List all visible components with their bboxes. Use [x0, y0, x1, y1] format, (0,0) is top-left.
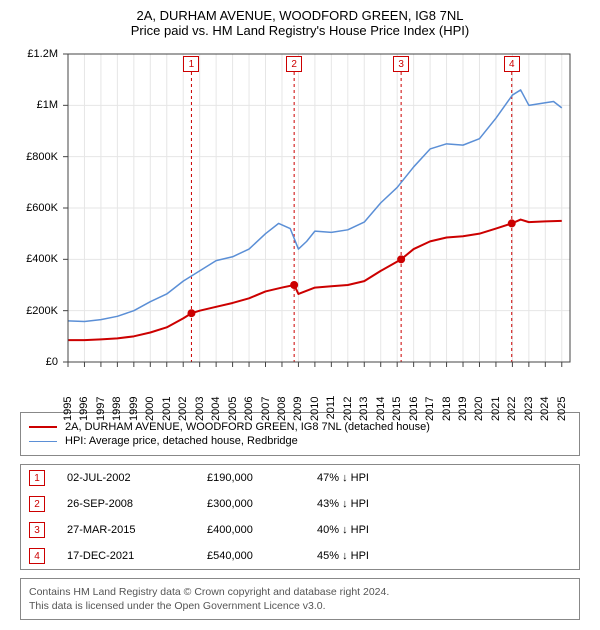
row-price: £400,000: [207, 524, 317, 536]
y-tick-label: £600K: [26, 202, 62, 214]
page: 2A, DURHAM AVENUE, WOODFORD GREEN, IG8 7…: [0, 0, 600, 620]
row-marker: 1: [29, 470, 45, 486]
y-tick-label: £200K: [26, 305, 62, 317]
x-tick-label: 2005: [227, 396, 239, 424]
chart-title: 2A, DURHAM AVENUE, WOODFORD GREEN, IG8 7…: [0, 0, 600, 23]
legend-label: HPI: Average price, detached house, Redb…: [65, 435, 298, 447]
row-marker: 2: [29, 496, 45, 512]
x-tick-label: 1998: [111, 396, 123, 424]
row-pct: 43% ↓ HPI: [317, 498, 437, 510]
x-tick-label: 2024: [539, 396, 551, 424]
x-tick-label: 2011: [325, 396, 337, 424]
x-tick-label: 2023: [523, 396, 535, 424]
x-tick-label: 2002: [177, 396, 189, 424]
x-tick-label: 2013: [358, 396, 370, 424]
x-tick-label: 2009: [292, 396, 304, 424]
x-tick-label: 2004: [210, 396, 222, 424]
row-pct: 45% ↓ HPI: [317, 550, 437, 562]
x-tick-label: 2003: [194, 396, 206, 424]
x-tick-label: 2015: [391, 396, 403, 424]
row-price: £300,000: [207, 498, 317, 510]
x-tick-label: 2018: [441, 396, 453, 424]
x-tick-label: 1996: [78, 396, 90, 424]
table-row: 1 02-JUL-2002£190,00047% ↓ HPI: [21, 465, 579, 491]
y-tick-label: £400K: [26, 253, 62, 265]
x-tick-label: 2017: [424, 396, 436, 424]
row-price: £190,000: [207, 472, 317, 484]
chart-subtitle: Price paid vs. HM Land Registry's House …: [0, 23, 600, 44]
x-tick-label: 1997: [95, 396, 107, 424]
table-row: 3 27-MAR-2015£400,00040% ↓ HPI: [21, 517, 579, 543]
table-row: 2 26-SEP-2008£300,00043% ↓ HPI: [21, 491, 579, 517]
footer-line-2: This data is licensed under the Open Gov…: [29, 599, 571, 613]
footer-attribution: Contains HM Land Registry data © Crown c…: [20, 578, 580, 620]
x-tick-label: 2006: [243, 396, 255, 424]
line-chart-svg: [20, 44, 580, 404]
chart-area: £0£200K£400K£600K£800K£1M£1.2M 199519961…: [20, 44, 580, 404]
legend-swatch: [29, 441, 57, 442]
x-tick-label: 2000: [144, 396, 156, 424]
x-tick-label: 2021: [490, 396, 502, 424]
x-tick-label: 2007: [260, 396, 272, 424]
row-price: £540,000: [207, 550, 317, 562]
row-pct: 40% ↓ HPI: [317, 524, 437, 536]
row-marker: 4: [29, 548, 45, 564]
legend-swatch: [29, 426, 57, 428]
row-marker: 3: [29, 522, 45, 538]
y-tick-label: £1.2M: [27, 48, 62, 60]
row-pct: 47% ↓ HPI: [317, 472, 437, 484]
x-tick-label: 1999: [128, 396, 140, 424]
x-tick-label: 2010: [309, 396, 321, 424]
row-date: 26-SEP-2008: [67, 498, 207, 510]
row-date: 02-JUL-2002: [67, 472, 207, 484]
x-tick-label: 1995: [62, 396, 74, 424]
x-tick-label: 2014: [375, 396, 387, 424]
x-tick-label: 2025: [556, 396, 568, 424]
row-date: 17-DEC-2021: [67, 550, 207, 562]
x-tick-label: 2001: [161, 396, 173, 424]
table-row: 4 17-DEC-2021£540,00045% ↓ HPI: [21, 543, 579, 569]
x-tick-label: 2016: [408, 396, 420, 424]
legend-item: HPI: Average price, detached house, Redb…: [29, 435, 571, 447]
y-tick-label: £800K: [26, 151, 62, 163]
event-marker-box: 4: [504, 56, 520, 72]
row-date: 27-MAR-2015: [67, 524, 207, 536]
transaction-table: 1 02-JUL-2002£190,00047% ↓ HPI 2 26-SEP-200…: [20, 464, 580, 570]
y-tick-label: £0: [46, 356, 62, 368]
x-tick-label: 2022: [506, 396, 518, 424]
x-tick-label: 2012: [342, 396, 354, 424]
x-tick-label: 2020: [473, 396, 485, 424]
footer-line-1: Contains HM Land Registry data © Crown c…: [29, 585, 571, 599]
x-tick-label: 2019: [457, 396, 469, 424]
event-marker-box: 2: [286, 56, 302, 72]
event-marker-box: 3: [393, 56, 409, 72]
event-marker-box: 1: [183, 56, 199, 72]
x-tick-label: 2008: [276, 396, 288, 424]
y-tick-label: £1M: [37, 99, 62, 111]
